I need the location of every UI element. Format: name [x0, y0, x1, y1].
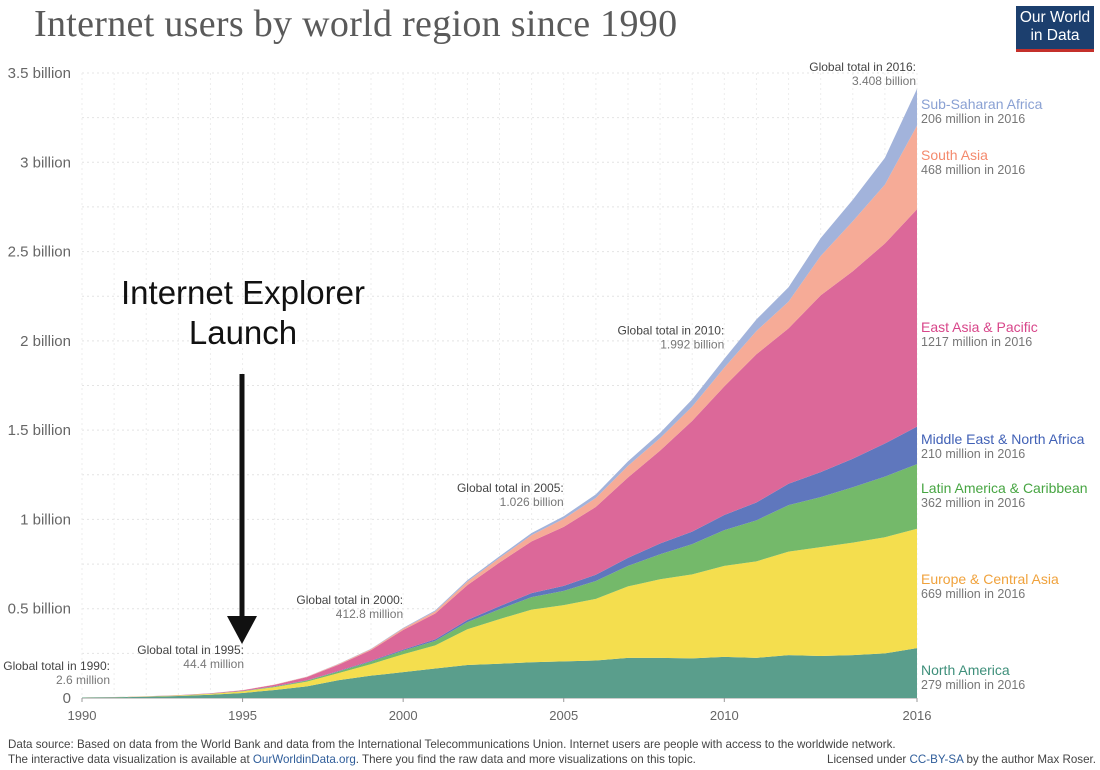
series-name-label: Latin America & Caribbean: [921, 480, 1088, 496]
series-value-label: 468 million in 2016: [921, 163, 1025, 177]
global-total-label: Global total in 2000:: [296, 593, 403, 607]
x-tick-label: 2000: [389, 708, 418, 723]
x-axis-ticks: 1990 1995 2000 2005 2010 2016: [68, 698, 932, 723]
global-total-value: 3.408 billion: [852, 74, 916, 88]
global-total-label: Global total in 2010:: [618, 324, 725, 338]
global-total-value: 2.6 million: [56, 673, 110, 687]
series-value-label: 362 million in 2016: [921, 496, 1025, 510]
y-tick-label: 3.5 billion: [8, 65, 71, 82]
global-total-annotations: Global total in 1990:2.6 million Global t…: [3, 60, 916, 687]
series-name-label: North America: [921, 662, 1010, 678]
y-axis-ticks: 0 0.5 billion 1 billion 1.5 billion 2 billio…: [8, 65, 71, 707]
y-tick-label: 2 billion: [20, 333, 71, 350]
series-value-label: 279 million in 2016: [921, 678, 1025, 692]
stacked-areas: [82, 88, 917, 698]
global-total-value: 1.992 billion: [660, 338, 724, 352]
y-tick-label: 3 billion: [20, 154, 71, 171]
global-total-label: Global total in 2005:: [457, 481, 564, 495]
x-tick-label: 1995: [228, 708, 257, 723]
logo-underline: [1016, 49, 1094, 52]
series-name-label: Middle East & North Africa: [921, 431, 1085, 447]
logo-line-2: in Data: [1030, 27, 1080, 44]
series-name-label: Europe & Central Asia: [921, 571, 1059, 587]
global-total-value: 412.8 million: [336, 607, 403, 621]
footer-availability-line: The interactive data visualization is av…: [8, 752, 696, 766]
footer-license: Licensed under CC-BY-SA by the author Ma…: [827, 752, 1096, 766]
series-value-label: 210 million in 2016: [921, 447, 1025, 461]
area-east-asia-pacific[interactable]: [82, 209, 917, 698]
global-total-label: Global total in 1990:: [3, 659, 110, 673]
global-total-label: Global total in 1995:: [137, 643, 244, 657]
y-tick-label: 1.5 billion: [8, 422, 71, 439]
y-tick-label: 0: [63, 690, 71, 707]
x-tick-label: 2010: [710, 708, 739, 723]
y-tick-label: 0.5 billion: [8, 601, 71, 618]
logo-line-1: Our World: [1019, 9, 1091, 26]
annotation-line-2: Launch: [189, 314, 297, 351]
x-tick-label: 2016: [903, 708, 932, 723]
series-name-label: Sub-Saharan Africa: [921, 96, 1043, 112]
series-value-label: 206 million in 2016: [921, 112, 1025, 126]
series-value-label: 669 million in 2016: [921, 587, 1025, 601]
owid-link[interactable]: OurWorldinData.org: [252, 752, 356, 766]
y-tick-label: 1 billion: [20, 511, 71, 528]
global-total-value: 1.026 billion: [500, 495, 564, 509]
global-total-value: 44.4 million: [183, 657, 244, 671]
license-link[interactable]: CC-BY-SA: [909, 752, 964, 766]
area-north-america[interactable]: [82, 648, 917, 698]
chart-title: Internet users by world region since 199…: [34, 3, 678, 45]
global-total-label: Global total in 2016:: [809, 60, 916, 74]
footer-source-line: Data source: Based on data from the Worl…: [8, 738, 896, 751]
series-name-label: South Asia: [921, 147, 988, 163]
y-tick-label: 2.5 billion: [8, 244, 71, 261]
annotation-arrow-head: [227, 616, 257, 644]
our-world-in-data-logo[interactable]: Our World in Data: [1016, 6, 1094, 52]
annotation-line-1: Internet Explorer: [121, 274, 365, 311]
series-name-label: East Asia & Pacific: [921, 319, 1038, 335]
series-value-label: 1217 million in 2016: [921, 335, 1032, 349]
chart-svg: 0 0.5 billion 1 billion 1.5 billion 2 billio…: [3, 60, 1088, 723]
footer: Data source: Based on data from the Worl…: [8, 738, 1096, 767]
internet-explorer-annotation: Internet Explorer Launch: [121, 274, 365, 644]
area-europe-central-asia[interactable]: [82, 528, 917, 698]
x-tick-label: 2005: [549, 708, 578, 723]
x-tick-label: 1990: [68, 708, 97, 723]
